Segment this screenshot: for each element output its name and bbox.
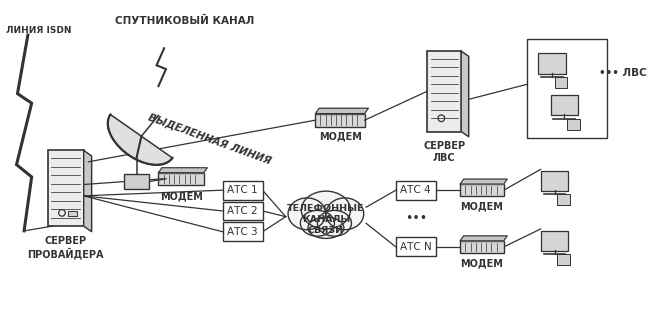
Polygon shape	[159, 168, 207, 173]
Text: ЛИНИЯ ISDN: ЛИНИЯ ISDN	[6, 26, 72, 34]
FancyBboxPatch shape	[538, 53, 566, 74]
FancyBboxPatch shape	[223, 181, 263, 200]
Text: МОДЕМ: МОДЕМ	[461, 258, 504, 268]
Text: АТС 4: АТС 4	[400, 185, 431, 195]
FancyBboxPatch shape	[223, 202, 263, 221]
Text: АТС N: АТС N	[400, 242, 432, 252]
Polygon shape	[315, 108, 369, 113]
Text: ••• ЛВС: ••• ЛВС	[599, 68, 647, 78]
FancyBboxPatch shape	[551, 95, 578, 115]
FancyBboxPatch shape	[460, 184, 504, 196]
FancyBboxPatch shape	[396, 237, 436, 256]
FancyBboxPatch shape	[557, 254, 570, 265]
Polygon shape	[460, 236, 507, 241]
Text: АТС 2: АТС 2	[227, 206, 258, 216]
FancyBboxPatch shape	[159, 173, 204, 185]
Text: МОДЕМ: МОДЕМ	[461, 202, 504, 211]
FancyBboxPatch shape	[460, 241, 504, 253]
FancyBboxPatch shape	[124, 174, 149, 189]
FancyBboxPatch shape	[223, 222, 263, 241]
Polygon shape	[84, 150, 92, 232]
Ellipse shape	[317, 210, 352, 236]
Ellipse shape	[288, 198, 326, 230]
FancyBboxPatch shape	[68, 211, 77, 216]
FancyBboxPatch shape	[47, 150, 84, 226]
FancyBboxPatch shape	[554, 77, 567, 88]
Text: •••: •••	[405, 212, 427, 225]
Polygon shape	[462, 51, 469, 137]
Ellipse shape	[326, 198, 364, 230]
FancyBboxPatch shape	[315, 113, 365, 127]
Text: ТЕЛЕФОННЫЕ
КАНАЛЫ
СВЯЗИ: ТЕЛЕФОННЫЕ КАНАЛЫ СВЯЗИ	[287, 204, 365, 235]
FancyBboxPatch shape	[427, 51, 462, 131]
Text: МОДЕМ: МОДЕМ	[160, 191, 203, 201]
FancyBboxPatch shape	[541, 230, 568, 251]
Ellipse shape	[300, 210, 334, 236]
FancyBboxPatch shape	[396, 181, 436, 200]
Text: ВЫДЕЛЕННАЯ ЛИНИЯ: ВЫДЕЛЕННАЯ ЛИНИЯ	[147, 112, 272, 166]
FancyBboxPatch shape	[541, 171, 568, 191]
Text: СЕРВЕР
ЛВС: СЕРВЕР ЛВС	[423, 141, 465, 162]
Ellipse shape	[308, 217, 344, 238]
Ellipse shape	[302, 191, 350, 229]
FancyBboxPatch shape	[557, 194, 570, 205]
Text: АТС 3: АТС 3	[227, 227, 258, 237]
Text: МОДЕМ: МОДЕМ	[318, 131, 361, 142]
Polygon shape	[108, 114, 172, 165]
FancyBboxPatch shape	[567, 119, 580, 130]
Polygon shape	[460, 179, 507, 184]
Text: СЕРВЕР
ПРОВАЙДЕРА: СЕРВЕР ПРОВАЙДЕРА	[27, 236, 104, 259]
Text: СПУТНИКОВЫЙ КАНАЛ: СПУТНИКОВЫЙ КАНАЛ	[115, 16, 254, 26]
Text: АТС 1: АТС 1	[227, 185, 258, 195]
